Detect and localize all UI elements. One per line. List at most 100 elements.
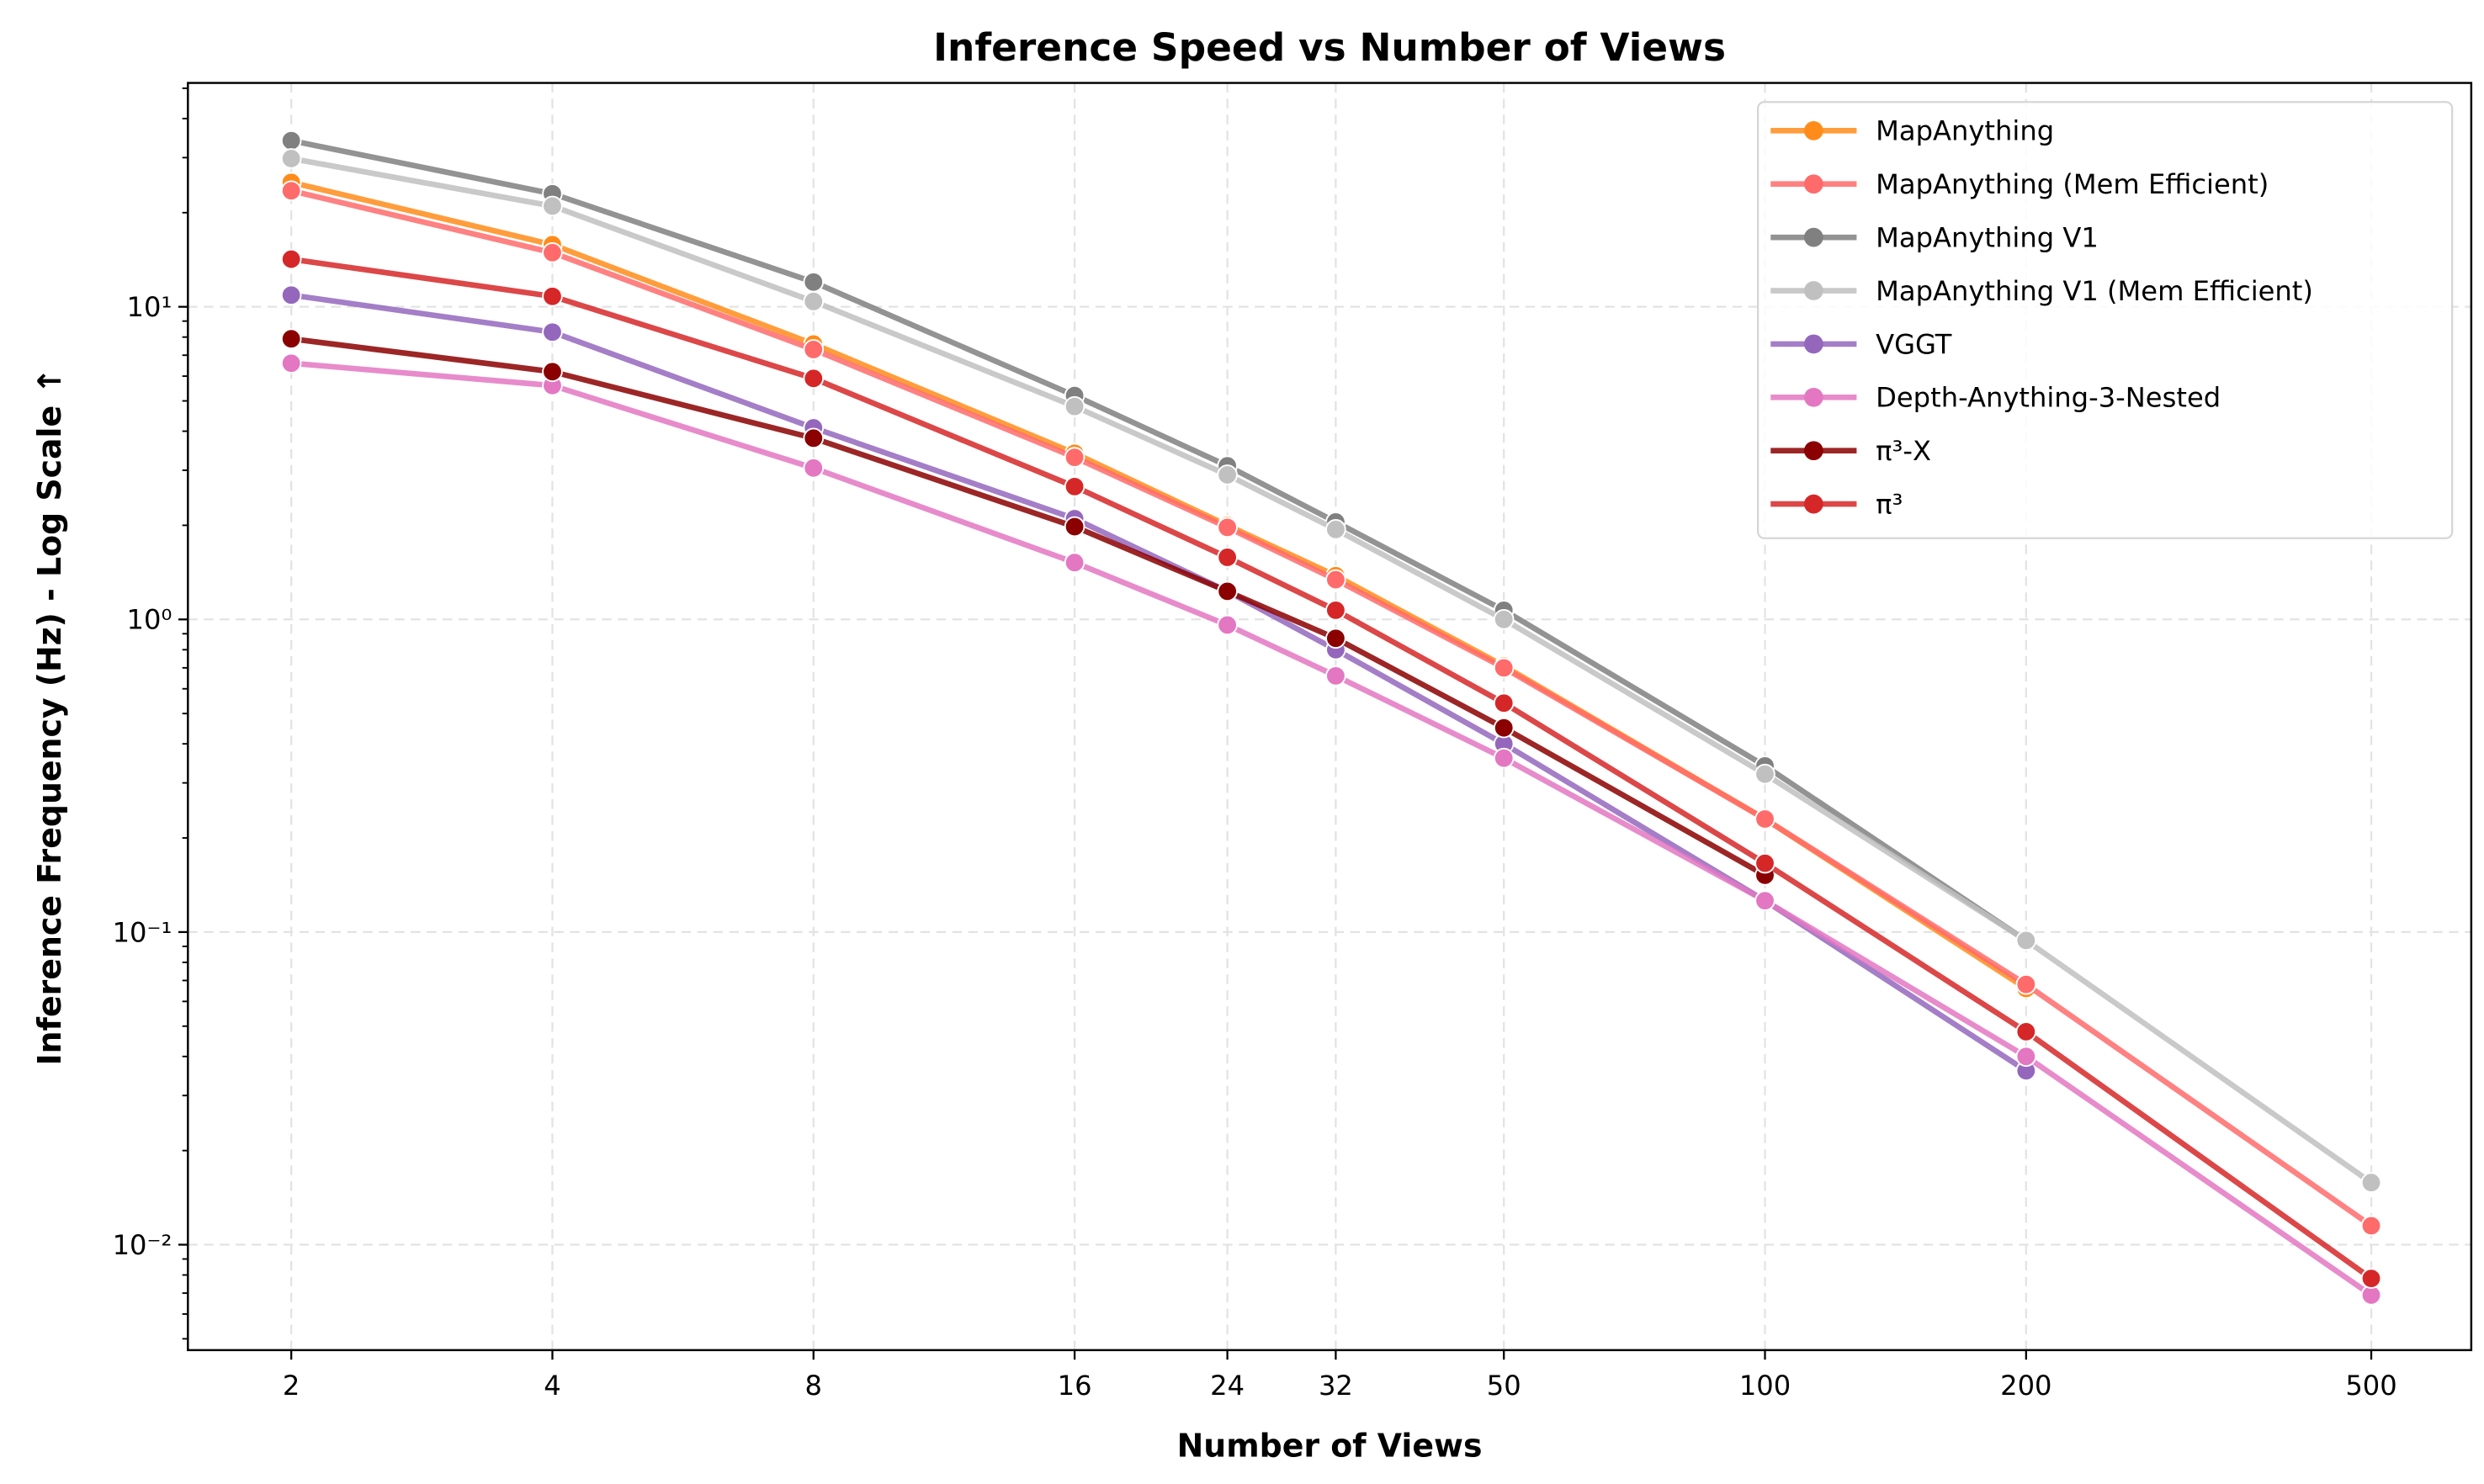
x-tick-label: 16: [1058, 1370, 1092, 1402]
data-point: [803, 339, 825, 360]
data-point: [280, 148, 302, 169]
data-point: [1754, 808, 1775, 829]
data-point: [280, 352, 302, 374]
series-6: [280, 328, 1775, 886]
legend-marker: [1803, 387, 1823, 407]
data-point: [2015, 1046, 2037, 1068]
x-tick-label: 4: [544, 1370, 560, 1402]
data-point: [2360, 1215, 2382, 1237]
legend: MapAnything MapAnything (Mem Efficient) Ma…: [1756, 101, 2454, 539]
data-point: [542, 321, 563, 343]
data-point: [1064, 447, 1085, 468]
data-point: [803, 368, 825, 390]
series-line: [290, 188, 2373, 1228]
legend-label: MapAnything V1: [1876, 221, 2099, 253]
data-point: [1325, 600, 1346, 621]
legend-label: Depth-Anything-3-Nested: [1876, 382, 2221, 414]
data-point: [542, 242, 563, 263]
y-axis-label: Inference Frequency (Hz) - Log Scale ↑: [31, 368, 68, 1066]
data-point: [1217, 614, 1238, 636]
y-tick-label: 10⁻²: [113, 1229, 172, 1261]
data-point: [2015, 973, 2037, 995]
data-point: [1217, 517, 1238, 538]
data-point: [542, 361, 563, 383]
data-point: [1325, 628, 1346, 649]
data-point: [542, 285, 563, 307]
legend-marker: [1803, 334, 1823, 354]
x-tick-label: 32: [1319, 1370, 1353, 1402]
legend-label: MapAnything V1 (Mem Efficient): [1876, 275, 2313, 307]
legend-marker: [1803, 441, 1823, 461]
data-point: [1754, 852, 1775, 874]
chart-title: Inference Speed vs Number of Views: [933, 25, 1726, 70]
data-point: [280, 180, 302, 202]
legend-item: MapAnything V1: [1770, 221, 2099, 253]
y-tick-label: 10¹: [127, 291, 172, 323]
legend-marker: [1803, 174, 1823, 194]
legend-frame: [1756, 101, 2454, 539]
series-line: [290, 256, 2373, 1281]
data-point: [1325, 519, 1346, 540]
legend-label: π³: [1876, 488, 1903, 520]
data-point: [280, 284, 302, 306]
legend-item: π³: [1770, 488, 1903, 520]
series-line: [290, 156, 2373, 1185]
data-point: [2015, 930, 2037, 951]
legend-label: MapAnything: [1876, 115, 2054, 147]
series-lines: [280, 130, 2382, 1306]
legend-marker: [1803, 227, 1823, 247]
x-tick-label: 8: [805, 1370, 822, 1402]
legend-label: VGGT: [1876, 328, 1952, 360]
data-point: [803, 458, 825, 479]
data-point: [1493, 657, 1515, 679]
data-point: [1217, 464, 1238, 485]
data-point: [1754, 763, 1775, 785]
data-point: [2360, 1172, 2382, 1194]
legend-item: π³-X: [1770, 435, 1931, 467]
legend-item: VGGT: [1770, 328, 1952, 360]
legend-item: MapAnything (Mem Efficient): [1770, 168, 2269, 200]
y-tick-label: 10⁻¹: [113, 916, 172, 948]
x-axis-label: Number of Views: [1177, 1428, 1483, 1465]
data-point: [1493, 608, 1515, 630]
data-point: [1754, 890, 1775, 911]
legend-item: MapAnything: [1770, 115, 2054, 147]
legend-item: MapAnything V1 (Mem Efficient): [1770, 275, 2313, 307]
data-point: [1217, 547, 1238, 568]
legend-marker: [1803, 494, 1823, 514]
y-tick-label: 10⁰: [127, 604, 172, 636]
data-point: [2015, 1021, 2037, 1042]
legend-item: Depth-Anything-3-Nested: [1770, 382, 2221, 414]
legend-label: π³-X: [1876, 435, 1931, 467]
series-1: [280, 180, 2382, 1237]
data-point: [280, 130, 302, 151]
legend-marker: [1803, 281, 1823, 300]
series-line: [290, 336, 1767, 878]
x-tick-label: 100: [1739, 1370, 1791, 1402]
legend-label: MapAnything (Mem Efficient): [1876, 168, 2269, 200]
data-point: [1064, 476, 1085, 497]
series-3: [280, 148, 2382, 1194]
x-tick-label: 50: [1487, 1370, 1521, 1402]
data-point: [1493, 747, 1515, 769]
series-line: [290, 360, 2373, 1298]
x-tick-label: 2: [283, 1370, 300, 1402]
data-point: [1493, 717, 1515, 739]
data-point: [280, 328, 302, 350]
data-point: [1493, 692, 1515, 714]
data-point: [1325, 569, 1346, 591]
data-point: [803, 427, 825, 449]
series-7: [280, 248, 2382, 1289]
data-point: [1064, 552, 1085, 574]
data-point: [1064, 395, 1085, 417]
data-point: [1064, 516, 1085, 538]
data-point: [542, 195, 563, 217]
data-point: [803, 291, 825, 312]
data-point: [803, 271, 825, 293]
data-point: [280, 248, 302, 270]
x-tick-label: 24: [1210, 1370, 1245, 1402]
legend-marker: [1803, 121, 1823, 140]
data-point: [1325, 665, 1346, 686]
